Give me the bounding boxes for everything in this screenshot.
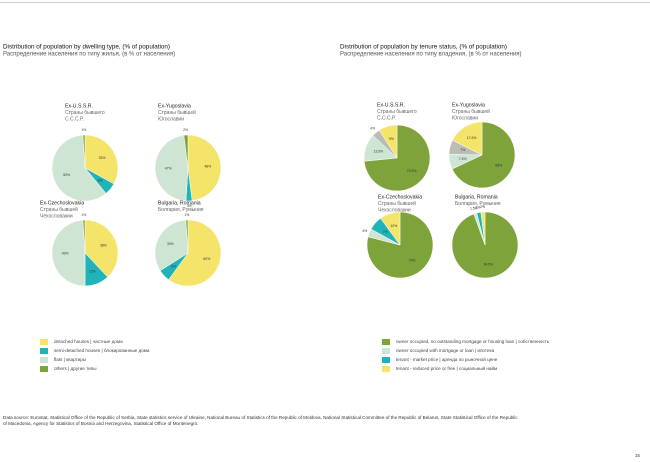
- section-subtitle: Распределение населения по типу владения…: [340, 52, 522, 58]
- pie-slice: [82, 134, 86, 169]
- pie-slice: [84, 134, 119, 185]
- chart-subtitle: Югославии: [158, 116, 184, 122]
- legend-label: flats | квартиры: [54, 357, 86, 362]
- pie-slice: [378, 124, 398, 159]
- pie-slice: [183, 134, 189, 169]
- chart-subtitle: Страны бывшего: [65, 110, 105, 116]
- legend-label: owner occupied, no outstanding mortgage …: [396, 339, 550, 344]
- pie-slice: [380, 211, 401, 246]
- pie-slice: [51, 134, 107, 202]
- slice-label: 49%: [62, 252, 69, 256]
- chart-subtitle: Чехословакии: [378, 207, 411, 213]
- slice-label: 7%: [460, 148, 465, 152]
- slice-label: 10%: [390, 224, 397, 228]
- slice-label: 2%: [475, 206, 480, 210]
- chart-subtitle: Югославии: [452, 115, 478, 121]
- chart-subtitle: Болгария, Румыния: [158, 207, 204, 213]
- slice-label: 4%: [362, 229, 367, 233]
- slice-label: 3%: [187, 204, 192, 208]
- slice-label: 73.3%: [407, 169, 417, 173]
- slice-label: 9%: [389, 137, 394, 141]
- legend-label: tenant - reduced price or free | социаль…: [396, 365, 497, 371]
- slice-label: 60%: [203, 257, 210, 261]
- pie-slice: [154, 219, 189, 272]
- legend-swatch: [382, 348, 390, 354]
- chart-title: Ex-Yugoslavia: [452, 102, 485, 108]
- pie-slice: [154, 134, 189, 202]
- pie-slice: [82, 219, 86, 254]
- slice-label: 17.6%: [467, 136, 477, 140]
- section-title: Distribution of population by tenure sta…: [340, 44, 507, 51]
- legend-label: detached houses | частные дома: [54, 339, 123, 344]
- pie-slice: [185, 219, 189, 254]
- pie-slice: [168, 219, 222, 287]
- chart-subtitle: Страны бывшей: [452, 108, 490, 115]
- chart-subtitle: С.С.С.Р.: [65, 116, 84, 122]
- slice-label: 2%: [183, 128, 188, 132]
- pie-slice: [84, 219, 119, 278]
- chart-subtitle: Страны бывшей: [378, 200, 416, 207]
- slice-label: 1.5%: [470, 207, 478, 211]
- chart-title: Bulgaria, Romania: [455, 194, 498, 200]
- legend-swatch: [40, 357, 48, 363]
- pie-slice: [451, 121, 516, 189]
- legend-label: tenant - market price | аренда по рыночн…: [396, 356, 498, 362]
- slice-label: 2%: [480, 205, 485, 209]
- legend-swatch: [382, 339, 390, 345]
- slice-label: 13.5%: [373, 150, 383, 154]
- slice-label: 1%: [81, 213, 86, 217]
- slice-label: 7.4%: [459, 157, 467, 161]
- legend-swatch: [40, 366, 48, 372]
- chart-subtitle: С.С.С.Р.: [377, 115, 396, 121]
- legend-swatch: [40, 348, 48, 354]
- chart-subtitle: Болгария, Румыния: [455, 201, 501, 207]
- legend-swatch: [40, 339, 48, 345]
- chart-subtitle: Страны бывшей: [158, 109, 196, 116]
- chart-title: Ex-U.S.S.R.: [377, 102, 405, 108]
- pie-slice: [187, 134, 222, 202]
- chart-subtitle: Страны бывшего: [377, 109, 417, 115]
- legend-label: semi-detached houses | блокированные дом…: [54, 348, 150, 353]
- page-number: 15: [635, 453, 641, 458]
- pie-slice: [480, 211, 486, 246]
- slice-label: 94.5%: [484, 262, 494, 266]
- section-subtitle: Распределение населения по типу жилья, (…: [3, 52, 175, 58]
- chart-title: Ex-Yugoslavia: [158, 103, 191, 109]
- pie-slice: [452, 121, 483, 156]
- legend-label: owner occupied with mortgage or loan | и…: [396, 348, 495, 353]
- chart-subtitle: Страны бывшей: [40, 206, 78, 213]
- slice-label: 6%: [171, 264, 176, 268]
- chart-title: Bulgaria, Romania: [158, 200, 201, 206]
- legend-label: others | другие типы: [54, 366, 97, 371]
- legend-swatch: [382, 366, 390, 372]
- source-line: of Macedonia, Agency for Statistics of B…: [3, 421, 199, 426]
- slice-label: 6%: [98, 179, 103, 183]
- chart-title: Ex-Czechoslovakia: [40, 200, 84, 206]
- slice-label: 48%: [204, 165, 211, 169]
- slice-label: 4%: [370, 127, 375, 131]
- source-line: Data source: Eurostat, Statistical Offic…: [3, 415, 518, 420]
- slice-label: 68%: [495, 164, 502, 168]
- chart-title: Ex-U.S.S.R.: [65, 103, 93, 109]
- legend-swatch: [382, 357, 390, 363]
- pie-slice: [51, 219, 86, 287]
- slice-label: 60%: [63, 173, 70, 177]
- chart-subtitle: Чехословакии: [40, 213, 73, 219]
- slice-label: 7%: [383, 230, 388, 234]
- slice-label: 38%: [100, 244, 107, 248]
- slice-label: 1%: [184, 213, 189, 217]
- section-title: Distribution of population by dwelling t…: [3, 44, 170, 51]
- slice-label: 33%: [99, 156, 106, 160]
- slice-label: 1%: [81, 128, 86, 132]
- slice-label: 33%: [167, 242, 174, 246]
- chart-title: Ex-Czechoslovakia: [378, 194, 422, 200]
- slice-label: 79%: [409, 259, 416, 263]
- slice-label: 12%: [89, 269, 96, 273]
- slice-label: 47%: [165, 167, 172, 171]
